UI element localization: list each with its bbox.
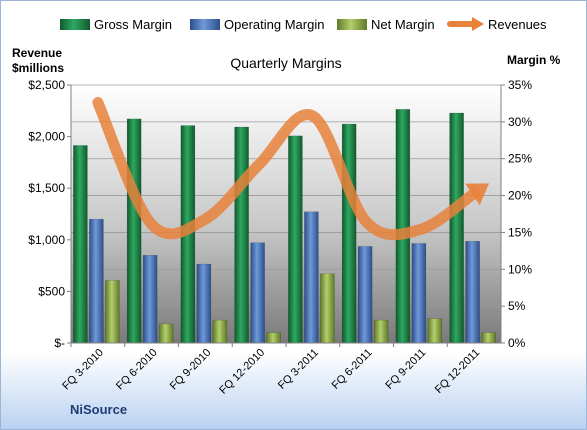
legend-item-operating: Operating Margin — [190, 17, 324, 32]
right-axis-title: Margin % — [507, 53, 561, 67]
bar-gross-margin — [449, 112, 464, 344]
legend-arrow-revenues — [472, 17, 484, 31]
bar-net-margin — [212, 319, 228, 344]
right-tick-label: 25% — [508, 152, 532, 166]
chart-title: Quarterly Margins — [230, 55, 341, 71]
bar-net-margin — [427, 318, 443, 344]
bar-net-margin — [373, 319, 389, 344]
left-axis-ticks: $- $500 $1,000 $1,500 $2,000 $2,500 — [28, 78, 71, 350]
left-tick-label: $1,500 — [28, 181, 65, 195]
revenue-line-path — [92, 97, 480, 241]
legend-item-net: Net Margin — [337, 17, 435, 32]
legend-label-revenues: Revenues — [488, 17, 547, 32]
bar-operating-margin — [250, 242, 265, 344]
bar-gross-margin — [126, 118, 142, 344]
legend-swatch-operating — [190, 19, 220, 30]
bar-operating-margin — [465, 241, 480, 344]
bar-net-margin — [481, 332, 496, 344]
legend-item-revenues: Revenues — [447, 17, 547, 32]
left-tick-label: $1,000 — [28, 233, 65, 247]
left-tick-label: $2,000 — [28, 130, 65, 144]
bar-gross-margin — [234, 126, 249, 344]
bar-operating-margin — [196, 263, 212, 344]
left-axis-title-line2: $millions — [12, 61, 64, 75]
right-tick-label: 15% — [508, 225, 532, 239]
revenue-line-arrowhead — [465, 183, 490, 206]
legend-label-gross: Gross Margin — [94, 17, 172, 32]
bar-gross-margin — [73, 145, 88, 344]
bar-operating-margin — [89, 218, 104, 344]
legend-label-net: Net Margin — [371, 17, 435, 32]
left-tick-label: $2,500 — [28, 78, 65, 92]
right-tick-label: 20% — [508, 189, 532, 203]
legend-label-operating: Operating Margin — [224, 17, 324, 32]
legend-item-gross: Gross Margin — [60, 17, 172, 32]
bar-operating-margin — [411, 243, 427, 344]
bar-series — [73, 109, 496, 344]
right-axis-ticks: 0% 5% 10% 15% 20% 25% 30% 35% — [501, 78, 532, 350]
right-tick-label: 10% — [508, 262, 532, 276]
revenue-line — [92, 97, 490, 241]
bar-net-margin — [158, 323, 174, 344]
right-tick-label: 5% — [508, 299, 526, 313]
left-axis-title-line1: Revenue — [12, 46, 62, 60]
legend: Gross Margin Operating Margin Net Margin… — [60, 17, 547, 32]
bar-operating-margin — [142, 255, 158, 344]
bar-operating-margin — [304, 211, 319, 344]
bar-net-margin — [266, 332, 281, 344]
bar-gross-margin — [341, 123, 357, 344]
bar-operating-margin — [357, 246, 373, 344]
bar-net-margin — [105, 280, 120, 344]
bar-gross-margin — [288, 135, 303, 344]
right-tick-label: 0% — [508, 336, 526, 350]
source-label: NiSource — [70, 402, 127, 417]
left-tick-label: $- — [54, 336, 65, 350]
right-tick-label: 35% — [508, 78, 532, 92]
legend-swatch-gross — [60, 19, 90, 30]
left-tick-label: $500 — [38, 284, 65, 298]
right-tick-label: 30% — [508, 115, 532, 129]
bar-gross-margin — [395, 109, 411, 344]
legend-swatch-net — [337, 19, 367, 30]
bar-net-margin — [320, 273, 335, 344]
